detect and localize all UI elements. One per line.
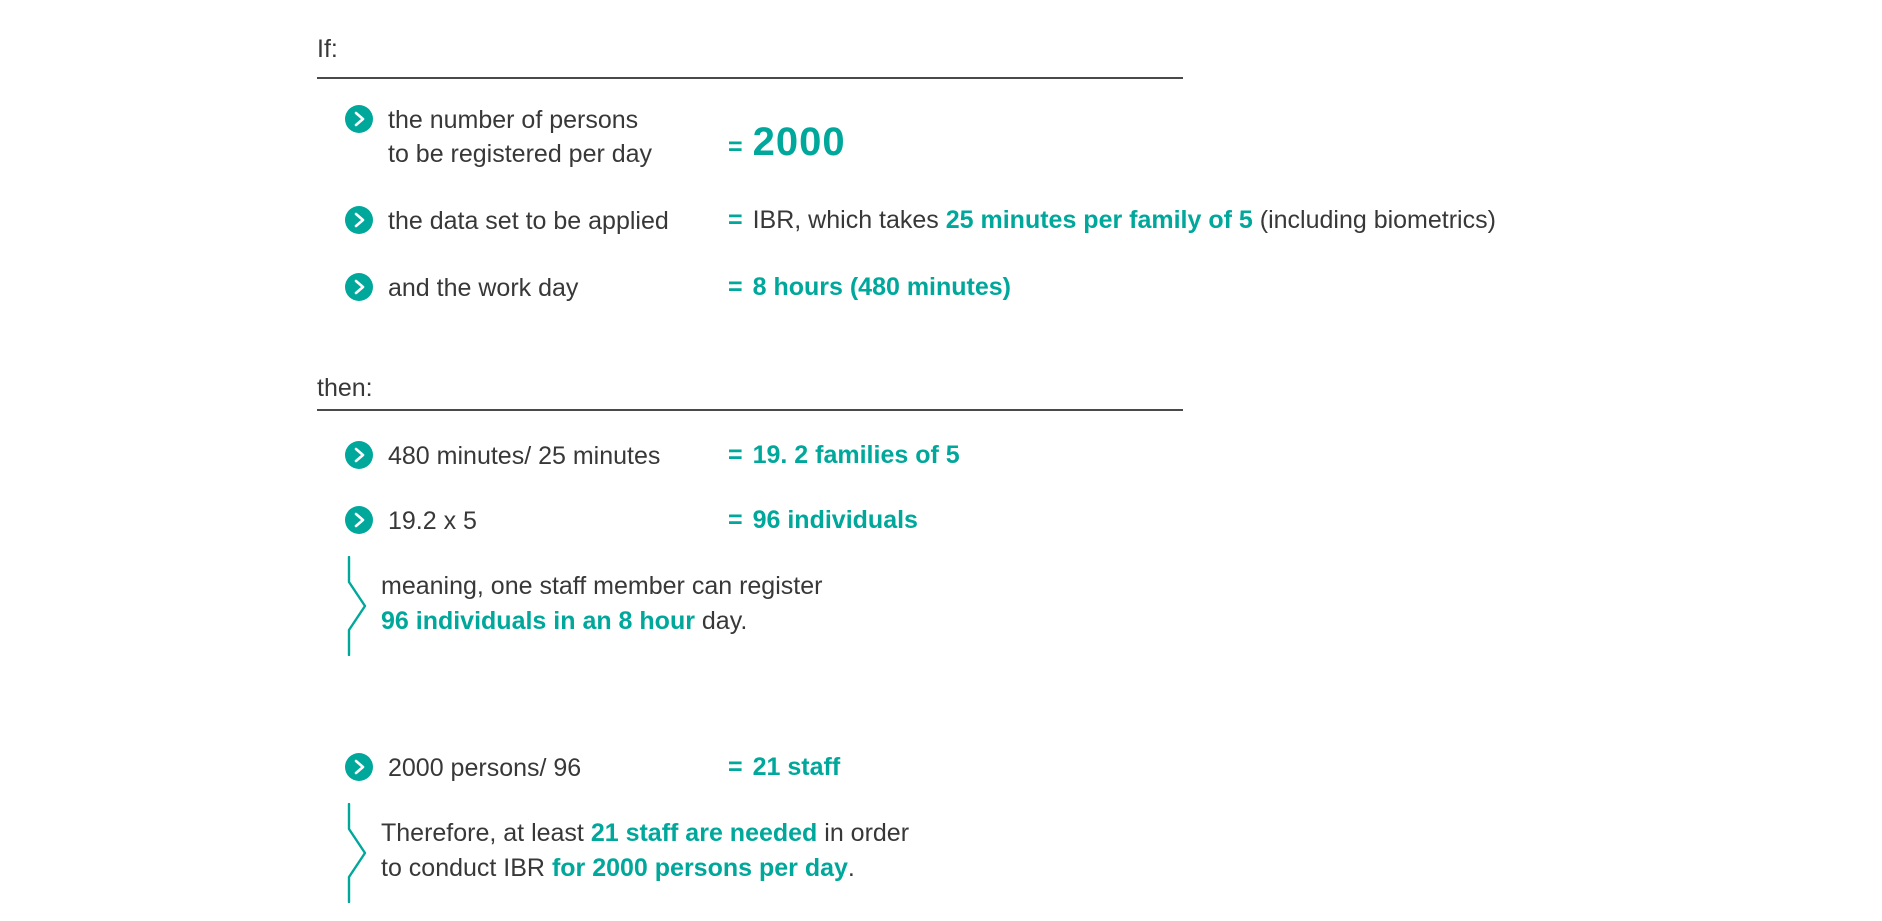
calc-row-work-day: and the work day = 8 hours (480 minutes) [345,271,1605,305]
note-plain: in order [817,819,910,847]
note-highlight: for 2000 persons per day [551,854,848,882]
note-plain: day. [694,607,748,635]
then-section-divider [317,409,1183,411]
note-line: to conduct IBR for 2000 persons per day. [381,851,1105,886]
note-highlight: 21 staff are needed [590,819,818,847]
value-highlight: 2000 [752,120,846,164]
curly-brace-icon [345,802,369,904]
term-text: and the work day [388,274,579,302]
equals-sign: = [728,506,743,534]
equals-sign: = [728,441,743,469]
note-plain: meaning, one staff member can register [381,572,823,600]
chevron-right-circle-icon [345,206,373,234]
if-section-divider [317,77,1183,79]
note-text: Therefore, at least 21 staff are needed … [381,803,1105,886]
value-text: = 19. 2 families of 5 [728,438,960,472]
value-text: = 21 staff [728,750,840,784]
note-plain: Therefore, at least [381,819,591,847]
chevron-right-circle-icon [345,441,373,469]
term-line: the number of persons [388,106,639,134]
value-highlight: 25 minutes per family of 5 [945,206,1253,234]
term-text: 480 minutes/ 25 minutes [388,442,661,470]
equals-sign: = [728,753,743,781]
value-plain: (including biometrics) [1252,206,1496,234]
note-highlight: 96 individuals in an 8 hour [381,607,695,635]
term-text: the number of persons to be registered p… [388,103,1605,171]
value-highlight: 21 staff [752,753,841,781]
chevron-right-circle-icon [345,753,373,781]
calc-row-persons-per-day: the number of persons to be registered p… [345,103,1605,171]
value-plain: IBR, which takes [752,206,946,234]
value-text: = 8 hours (480 minutes) [728,270,1011,304]
calc-row-minutes-division: 480 minutes/ 25 minutes = 19. 2 families … [345,439,1605,473]
value-highlight: 96 individuals [752,506,918,534]
if-section-label: If: [317,35,338,63]
note-plain: . [847,854,855,882]
note-conclusion: Therefore, at least 21 staff are needed … [345,802,1105,904]
chevron-right-circle-icon [345,273,373,301]
chevron-right-circle-icon [345,506,373,534]
value-highlight: 19. 2 families of 5 [752,441,960,469]
value-text: = 96 individuals [728,503,918,537]
value-highlight: 8 hours (480 minutes) [752,273,1012,301]
equals-sign: = [728,273,743,301]
chevron-right-circle-icon [345,105,373,133]
calc-row-staff-division: 2000 persons/ 96 = 21 staff [345,751,1605,785]
note-line: 96 individuals in an 8 hour day. [381,604,1105,639]
note-line: meaning, one staff member can register [381,569,1105,604]
value-text: = IBR, which takes 25 minutes per family … [728,203,1496,237]
equals-sign: = [728,206,743,234]
equals-sign: = [728,133,743,161]
value-text: = 2000 [728,122,846,164]
note-text: meaning, one staff member can register 9… [381,556,1105,639]
note-staff-capacity: meaning, one staff member can register 9… [345,555,1105,657]
note-line: Therefore, at least 21 staff are needed … [381,816,1105,851]
calc-row-multiplication: 19.2 x 5 = 96 individuals [345,504,1605,538]
term-text: 2000 persons/ 96 [388,754,582,782]
term-text: 19.2 x 5 [388,507,477,535]
curly-brace-icon [345,555,369,657]
calc-row-data-set: the data set to be applied = IBR, which t… [345,204,1605,238]
note-plain: to conduct IBR [381,854,552,882]
then-section-label: then: [317,374,373,402]
term-text: the data set to be applied [388,207,669,235]
term-line: to be registered per day [388,140,653,168]
